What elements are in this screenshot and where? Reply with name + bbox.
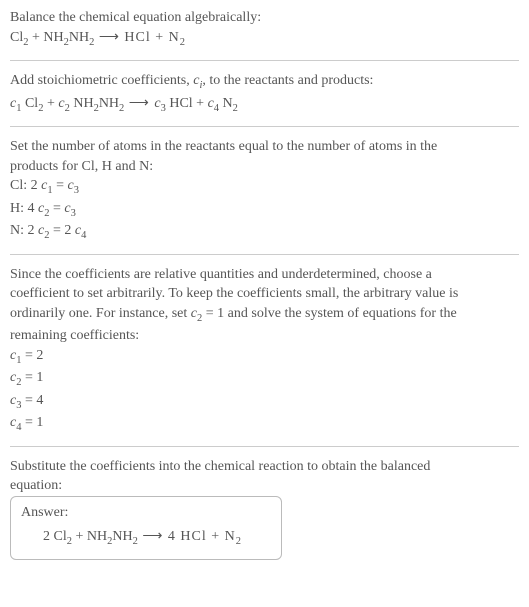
sol1-v: = 2: [21, 348, 43, 363]
nh2-c: NH: [70, 96, 94, 111]
n2-sub: 2: [180, 36, 185, 47]
atom-balance-b: products for Cl, H and N:: [10, 157, 519, 177]
nh2-b: NH: [69, 30, 89, 45]
solve-c-b: and solve the system of equations for th…: [224, 306, 457, 321]
ans-arrow: ⟶ 4 HCl + N: [138, 529, 236, 544]
n2-sub-b: 2: [233, 102, 238, 113]
row-n: N: 2 c2 = 2 c4: [10, 221, 519, 243]
answer-label: Answer:: [21, 503, 271, 523]
cl2: Cl: [10, 30, 23, 45]
coeff-equation: c1 Cl2 + c2 NH2NH2 ⟶ c3 HCl + c4 N2: [10, 94, 519, 116]
row-h: H: 4 c2 = c3: [10, 199, 519, 221]
sol-c3: c3 = 4: [10, 391, 519, 413]
add-text-b: , to the reactants and products:: [202, 73, 373, 88]
divider: [10, 446, 519, 447]
section-add-coeffs: Add stoichiometric coefficients, ci, to …: [10, 71, 519, 116]
sol-c2: c2 = 1: [10, 368, 519, 390]
ans-nh2-a: + NH: [72, 529, 107, 544]
cl-lhs: 2: [31, 178, 42, 193]
sol3-v: = 4: [21, 393, 43, 408]
sol-c1: c1 = 2: [10, 346, 519, 368]
h-label: H:: [10, 201, 28, 216]
nh2-d: NH: [99, 96, 119, 111]
atom-balance-a: Set the number of atoms in the reactants…: [10, 137, 519, 157]
section-balance-intro: Balance the chemical equation algebraica…: [10, 8, 519, 50]
divider: [10, 126, 519, 127]
sub-b: equation:: [10, 476, 519, 496]
sol4-v: = 1: [21, 415, 43, 430]
h-eq: =: [49, 201, 64, 216]
solve-a: Since the coefficients are relative quan…: [10, 265, 519, 285]
solve-d: remaining coefficients:: [10, 326, 519, 346]
ans-nh2-b: NH: [112, 529, 132, 544]
sol-c4: c4 = 1: [10, 413, 519, 435]
sol2-v: = 1: [21, 370, 43, 385]
solve-c-a: ordinarily one. For instance, set: [10, 306, 191, 321]
row-cl: Cl: 2 c1 = c3: [10, 176, 519, 198]
divider: [10, 254, 519, 255]
add-text-a: Add stoichiometric coefficients,: [10, 73, 193, 88]
section-substitute: Substitute the coefficients into the che…: [10, 457, 519, 560]
cl-c3s: 3: [74, 185, 79, 196]
answer-box: Answer: 2 Cl2 + NH2NH2 ⟶ 4 HCl + N2: [10, 496, 282, 560]
balanced-equation: 2 Cl2 + NH2NH2 ⟶ 4 HCl + N2: [21, 527, 271, 549]
section-atom-balance: Set the number of atoms in the reactants…: [10, 137, 519, 244]
cl2-b: Cl: [21, 96, 38, 111]
n-label: N:: [10, 223, 28, 238]
add-coeffs-text: Add stoichiometric coefficients, ci, to …: [10, 71, 519, 93]
n-lhs: 2: [28, 223, 39, 238]
plus-nh2: + NH: [28, 30, 63, 45]
intro-text: Balance the chemical equation algebraica…: [10, 8, 519, 28]
solve-c: ordinarily one. For instance, set c2 = 1…: [10, 304, 519, 326]
plus-1: +: [43, 96, 58, 111]
ans-2cl2: 2 Cl: [43, 529, 67, 544]
h-lhs: 4: [28, 201, 39, 216]
hcl-plus: HCl +: [166, 96, 208, 111]
cl-label: Cl:: [10, 178, 31, 193]
n-eq: = 2: [49, 223, 74, 238]
arrow-b: ⟶: [124, 96, 154, 111]
n2-b: N: [219, 96, 233, 111]
ans-n2-sub: 2: [236, 535, 241, 546]
cl-eq: =: [53, 178, 68, 193]
solve-c-eq: = 1: [202, 306, 224, 321]
section-solve: Since the coefficients are relative quan…: [10, 265, 519, 436]
unbalanced-equation: Cl2 + NH2NH2 ⟶ HCl + N2: [10, 28, 519, 50]
sub-a: Substitute the coefficients into the che…: [10, 457, 519, 477]
h-c3s: 3: [71, 208, 76, 219]
divider: [10, 60, 519, 61]
arrow-hcl-n2: ⟶ HCl + N: [94, 30, 179, 45]
n-c4s: 4: [81, 230, 86, 241]
solve-b: coefficient to set arbitrarily. To keep …: [10, 284, 519, 304]
